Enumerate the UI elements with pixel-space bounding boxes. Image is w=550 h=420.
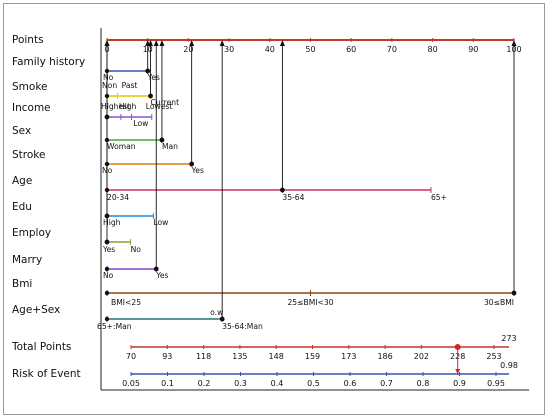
family-history-level-label-no: No — [103, 73, 114, 82]
total-points-tick-label-70: 70 — [126, 352, 136, 361]
risk-tick-label-0-4: 0.4 — [271, 379, 284, 388]
total-points-max-label: 273 — [501, 334, 516, 343]
figure-frame: Points0102030405060708090100Family histo… — [3, 3, 545, 415]
nomogram-chart: Points0102030405060708090100Family histo… — [11, 28, 529, 391]
total-points-tick-label-148: 148 — [269, 352, 284, 361]
risk-tick-label-0-3: 0.3 — [234, 379, 247, 388]
employ-level-label-no: No — [131, 245, 142, 254]
age-sex-connector-arrow — [219, 40, 225, 46]
row-label-family-history: Family history — [12, 56, 85, 68]
employ-connector-arrow — [104, 40, 110, 46]
risk-tick-label-0-1: 0.1 — [161, 379, 174, 388]
total-points-tick-label-186: 186 — [377, 352, 392, 361]
points-tick-label-70: 70 — [387, 45, 397, 54]
risk-tick-label-0-8: 0.8 — [417, 379, 430, 388]
risk-tick-label-0-2: 0.2 — [198, 379, 211, 388]
sex-level-label-woman: Woman — [107, 142, 136, 151]
edu-level-label-low: Low — [153, 218, 168, 227]
income-level-label-lowest: Lowest — [146, 102, 173, 111]
total-points-tick-label-253: 253 — [486, 352, 501, 361]
total-points-tick-label-159: 159 — [305, 352, 320, 361]
age-sex-level-label-35-64-man: 35-64:Man — [222, 322, 263, 331]
marry-start-dot — [104, 266, 110, 272]
age-sex-start-dot — [104, 316, 110, 322]
row-label-age-sex: Age+Sex — [12, 304, 60, 316]
row-label-income: Income — [12, 102, 51, 114]
age-connector-arrow — [279, 40, 285, 46]
employ-level-label-yes: Yes — [102, 245, 115, 254]
total-points-tick-label-135: 135 — [232, 352, 247, 361]
row-label-marry: Marry — [12, 254, 42, 266]
risk-tick-label-0-7: 0.7 — [380, 379, 393, 388]
age-level-label-65: 65+ — [431, 193, 447, 202]
points-tick-label-50: 50 — [305, 45, 315, 54]
points-tick-label-90: 90 — [468, 45, 478, 54]
risk-connector-arrow — [455, 369, 461, 374]
points-axis-label: Points — [12, 34, 44, 46]
age-sex-annotation: o.w — [210, 308, 223, 317]
points-tick-label-40: 40 — [265, 45, 275, 54]
total-points-tick-label-93: 93 — [162, 352, 172, 361]
sex-level-label-man: Man — [162, 142, 178, 151]
stroke-connector-arrow — [189, 40, 195, 46]
smoke-level-label-non: Non — [102, 81, 117, 90]
total-points-tick-label-173: 173 — [341, 352, 356, 361]
edu-level-label-high: High — [103, 218, 121, 227]
stroke-level-label-yes: Yes — [191, 166, 204, 175]
risk-tick-label-0-9: 0.9 — [453, 379, 466, 388]
row-label-age: Age — [12, 175, 32, 187]
family-history-level-label-yes: Yes — [147, 73, 160, 82]
total-points-tick-label-202: 202 — [414, 352, 429, 361]
points-tick-label-30: 30 — [224, 45, 234, 54]
marry-connector-arrow — [153, 40, 159, 46]
row-label-employ: Employ — [12, 227, 51, 239]
risk-tick-label-0-6: 0.6 — [344, 379, 357, 388]
bmi-level-label-25-bmi-30: 25≤BMI<30 — [287, 298, 333, 307]
row-label-smoke: Smoke — [12, 81, 47, 93]
marry-level-label-yes: Yes — [155, 271, 168, 280]
total-points-axis-label: Total Points — [11, 341, 71, 353]
total-points-tick-label-118: 118 — [196, 352, 211, 361]
risk-tick-label-0-5: 0.5 — [307, 379, 320, 388]
bmi-level-label-bmi-25: BMI<25 — [111, 298, 141, 307]
points-tick-label-20: 20 — [183, 45, 193, 54]
smoke-level-label-past: Past — [122, 81, 138, 90]
income-level-label-high: High — [119, 102, 137, 111]
bmi-start-dot — [104, 290, 110, 296]
age-level-label-20-34: 20-34 — [107, 193, 129, 202]
bmi-level-label-30-bmi: 30≤BMI — [484, 298, 514, 307]
marry-level-label-no: No — [103, 271, 114, 280]
risk-tick-label-0-95: 0.95 — [487, 379, 505, 388]
points-tick-label-80: 80 — [428, 45, 438, 54]
sex-connector-arrow — [159, 40, 165, 46]
smoke-level-label-current: Current — [151, 98, 180, 107]
risk-axis-label: Risk of Event — [12, 368, 81, 380]
age-level-label-35-64: 35-64 — [282, 193, 304, 202]
income-level-label-highest: Highest — [101, 102, 130, 111]
income-level-label-low: Low — [133, 119, 148, 128]
row-label-bmi: Bmi — [12, 278, 32, 290]
risk-max-label: 0.98 — [500, 361, 518, 370]
row-label-edu: Edu — [12, 201, 32, 213]
age-sex-level-label-65-man: 65+:Man — [97, 322, 132, 331]
smoke-connector-arrow — [148, 40, 154, 46]
risk-tick-label-0-05: 0.05 — [122, 379, 140, 388]
row-label-stroke: Stroke — [12, 149, 45, 161]
bmi-connector-arrow — [511, 40, 517, 46]
row-label-sex: Sex — [12, 125, 31, 137]
points-tick-label-60: 60 — [346, 45, 356, 54]
